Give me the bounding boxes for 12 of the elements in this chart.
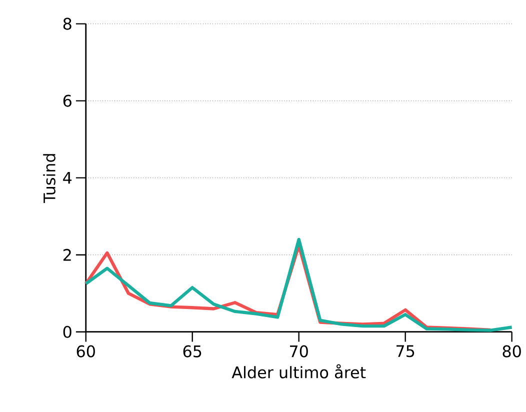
x-tick-label: 65 — [183, 345, 202, 358]
y-tick-label: 6 — [63, 94, 72, 107]
y-tick-label: 8 — [63, 18, 72, 30]
x-tick-label: 60 — [76, 345, 95, 358]
y-tick-label: 0 — [63, 326, 72, 338]
y-tick-label: 4 — [63, 172, 72, 184]
y-tick-label: 2 — [63, 249, 71, 261]
x-tick-label: 75 — [396, 345, 414, 358]
x-tick-label: 70 — [290, 345, 308, 358]
x-tick-label: 80 — [502, 345, 521, 358]
y-axis-title: Tusind — [43, 154, 56, 204]
x-axis-title: Alder ultimo året — [232, 364, 366, 379]
